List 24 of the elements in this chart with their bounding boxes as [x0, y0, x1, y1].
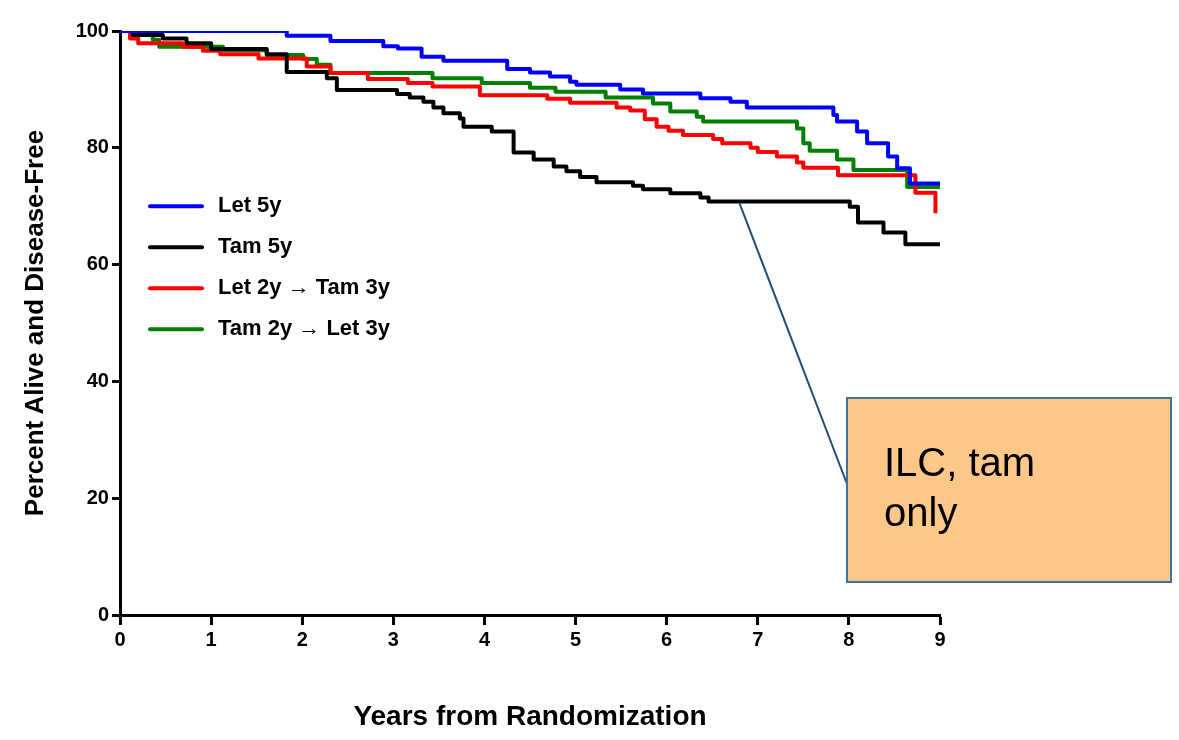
legend-label: Let 2y → Tam 3y: [218, 274, 391, 300]
y-tick-label: 40: [86, 368, 109, 391]
x-tick-label: 5: [569, 627, 582, 650]
x-tick-label: 3: [387, 627, 399, 650]
x-axis-title: Years from Randomization: [353, 699, 707, 731]
x-tick-label: 0: [114, 627, 126, 650]
y-tick-label: 80: [86, 135, 109, 158]
annotation: ILC, tam only: [884, 439, 1037, 536]
legend-label: Tam 5y: [218, 233, 293, 259]
x-tick-label: 9: [934, 627, 946, 650]
legend-label: Let 5y: [218, 192, 283, 218]
x-tick-label: 6: [661, 627, 673, 650]
legend-label: Tam 2y → Let 3y: [218, 315, 391, 341]
x-tick-label: 4: [478, 627, 491, 650]
callout-box: ILC, tam only: [846, 397, 1172, 583]
y-axis-title: Percent Alive and Disease-Free: [18, 129, 49, 517]
y-tick-label: 20: [86, 485, 109, 508]
x-tick-label: 7: [752, 627, 764, 650]
y-tick-label: 60: [86, 252, 109, 275]
y-tick-label: 100: [75, 18, 109, 41]
x-tick-label: 1: [205, 627, 217, 650]
x-tick-label: 2: [296, 627, 308, 650]
x-tick-label: 8: [843, 627, 855, 650]
y-tick-label: 0: [97, 602, 109, 625]
